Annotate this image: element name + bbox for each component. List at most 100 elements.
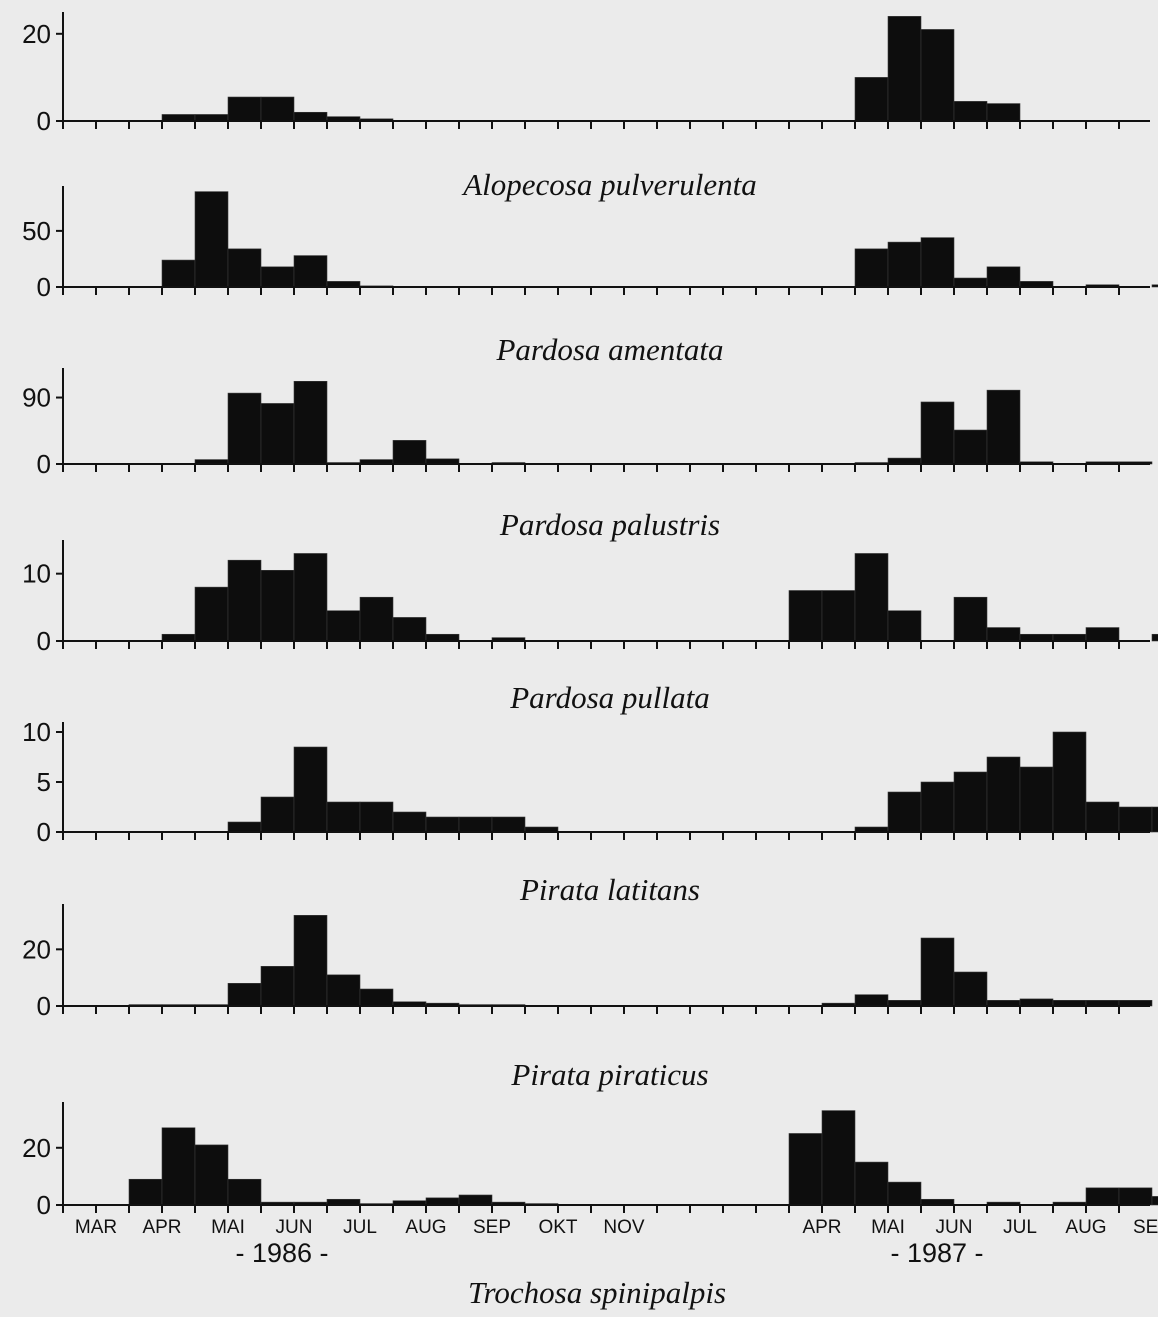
month-label-1987: JUN xyxy=(936,1217,973,1238)
y-tick-label: 20 xyxy=(22,1133,51,1163)
month-label-1986: OKT xyxy=(538,1217,577,1238)
y-tick-label: 10 xyxy=(22,717,51,747)
bar-1986-7 xyxy=(293,746,328,833)
panel-7-bars xyxy=(128,1110,1158,1206)
bar-1987-6 xyxy=(986,389,1021,465)
bar-1986-7 xyxy=(293,380,328,465)
month-label-1987: AUG xyxy=(1065,1217,1106,1238)
bar-1987-11 xyxy=(1151,806,1158,833)
panel-5-title: Pardosa pullata xyxy=(509,680,710,715)
y-tick-label: 50 xyxy=(22,216,51,246)
bar-1986-13 xyxy=(491,816,526,833)
bar-1986-5 xyxy=(227,1178,262,1206)
panel-3: Pardosa amentata 0 90 xyxy=(22,332,1153,479)
bar-1986-6 xyxy=(260,569,295,642)
bar-1987-6 xyxy=(986,756,1021,833)
bar-1987-5 xyxy=(953,771,988,833)
bar-1987-3 xyxy=(887,610,922,642)
bar-1987-4 xyxy=(920,29,955,122)
bar-1987-7 xyxy=(1019,998,1054,1007)
bar-1986-11 xyxy=(425,633,460,642)
bar-1987-7 xyxy=(1019,766,1054,833)
panel-6: Pirata latitans 0 20 xyxy=(22,872,1153,1021)
bar-1986-5 xyxy=(227,392,262,465)
month-label-1987: JUL xyxy=(1003,1217,1037,1238)
panel-6-bars xyxy=(128,915,1153,1007)
panel-6-title: Pirata latitans xyxy=(519,872,700,907)
bar-1987-3 xyxy=(887,791,922,833)
bar-1986-5 xyxy=(227,248,262,288)
bar-1986-11 xyxy=(425,816,460,833)
bar-1987-4 xyxy=(920,401,955,465)
bar-1987-8 xyxy=(1052,731,1087,833)
bar-1987-10 xyxy=(1118,1187,1153,1206)
year-1986-label: - 1986 - xyxy=(235,1238,328,1268)
bar-1987-3 xyxy=(887,1181,922,1206)
bar-1987-3 xyxy=(887,16,922,122)
month-label-1986: MAR xyxy=(75,1217,117,1238)
bar-1986-4 xyxy=(194,586,229,642)
bar-1987-2 xyxy=(854,553,889,642)
bottom-species-title: Trochosa spinipalpis xyxy=(468,1275,726,1310)
bar-1987-9 xyxy=(1085,801,1120,833)
bar-1987-8 xyxy=(1052,633,1087,642)
bar-1987-3 xyxy=(887,241,922,288)
y-tick-label: 0 xyxy=(37,817,51,847)
bar-1986-3 xyxy=(161,259,196,288)
bar-1987-1 xyxy=(821,1110,856,1206)
bar-1987-6 xyxy=(986,103,1021,122)
bar-1986-6 xyxy=(260,966,295,1007)
bar-1986-5 xyxy=(227,96,262,122)
panel-5-bars xyxy=(227,731,1158,833)
bar-1987-1 xyxy=(821,590,856,642)
bar-1987-11 xyxy=(1151,633,1158,642)
panel-4-title: Pardosa palustris xyxy=(499,507,720,542)
bar-1986-5 xyxy=(227,559,262,642)
bar-1987-4 xyxy=(920,937,955,1007)
bar-1987-9 xyxy=(1085,1187,1120,1206)
bar-1987-4 xyxy=(920,781,955,833)
bar-1987-2 xyxy=(854,77,889,122)
y-tick-label: 0 xyxy=(37,272,51,302)
y-tick-label: 20 xyxy=(22,934,51,964)
bar-1986-10 xyxy=(392,811,427,833)
y-tick-label: 0 xyxy=(37,449,51,479)
month-label-1986: AUG xyxy=(405,1217,446,1238)
month-label-1987: SEP xyxy=(1133,1217,1158,1238)
bar-1986-3 xyxy=(161,633,196,642)
bar-1986-2 xyxy=(128,1178,163,1206)
panel-5: Pardosa pullata 0 5 10 xyxy=(22,680,1158,847)
bar-1987-5 xyxy=(953,596,988,642)
month-label-1987: APR xyxy=(802,1217,841,1238)
y-tick-label: 10 xyxy=(22,559,51,589)
month-label-1986: JUL xyxy=(343,1217,377,1238)
month-label-1986: APR xyxy=(142,1217,181,1238)
bar-1987-9 xyxy=(1085,627,1120,642)
y-tick-label: 0 xyxy=(37,106,51,136)
month-axis-labels: MAR APR MAI JUN JUL AUG SEP OKT NOV APR MAI JUN JUL A… xyxy=(75,1217,1158,1238)
bar-1986-10 xyxy=(392,617,427,642)
bar-1986-6 xyxy=(260,96,295,122)
bar-1987-0 xyxy=(788,590,823,642)
month-label-1986: NOV xyxy=(603,1217,645,1238)
bar-1987-6 xyxy=(986,627,1021,642)
panel-4: Pardosa palustris 0 10 xyxy=(22,507,1158,656)
bar-1986-9 xyxy=(359,801,394,833)
bar-1986-8 xyxy=(326,974,361,1007)
bar-1986-6 xyxy=(260,796,295,833)
bar-1986-4 xyxy=(194,191,229,288)
panel-1: 0 20 xyxy=(22,12,1150,136)
bar-1987-10 xyxy=(1118,806,1153,833)
bar-1987-7 xyxy=(1019,633,1054,642)
bar-1987-2 xyxy=(854,248,889,288)
bar-1987-6 xyxy=(986,266,1021,288)
panel-4-bars xyxy=(161,553,1158,642)
y-tick-label: 90 xyxy=(22,383,51,413)
bar-1987-5 xyxy=(953,971,988,1007)
year-1987-label: - 1987 - xyxy=(890,1238,983,1268)
bar-1986-7 xyxy=(293,111,328,122)
y-tick-label: 0 xyxy=(37,626,51,656)
month-label-1986: MAI xyxy=(211,1217,245,1238)
panel-3-title: Pardosa amentata xyxy=(495,332,723,367)
